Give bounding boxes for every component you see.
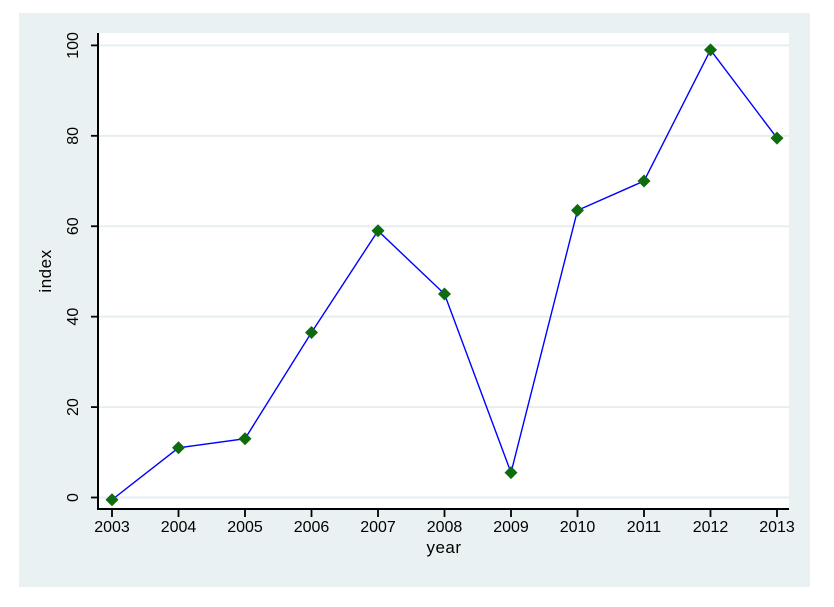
x-tick-label: 2011 xyxy=(627,519,662,536)
x-tick-label: 2006 xyxy=(294,519,330,536)
data-point-marker xyxy=(704,43,717,57)
data-point-marker xyxy=(172,441,185,455)
data-point-marker xyxy=(571,203,584,217)
x-tick-label: 2009 xyxy=(493,519,529,536)
data-point-marker xyxy=(438,287,451,301)
plot-area xyxy=(98,33,789,509)
data-point-marker xyxy=(371,224,385,238)
y-tick-label: 60 xyxy=(65,217,82,235)
y-tick-label: 0 xyxy=(65,493,82,502)
x-tick-label: 2008 xyxy=(427,519,463,536)
x-axis-title: year xyxy=(426,538,462,557)
x-tick-label: 2013 xyxy=(759,519,795,536)
y-tick-label: 80 xyxy=(65,127,82,145)
y-tick-label: 100 xyxy=(65,32,82,59)
y-axis-title: index xyxy=(36,249,55,293)
data-point-marker xyxy=(305,325,318,339)
data-line xyxy=(111,48,778,501)
x-tick-label: 2007 xyxy=(360,519,396,536)
x-tick-label: 2012 xyxy=(693,519,729,536)
data-point-marker xyxy=(770,131,784,145)
data-point-marker xyxy=(105,493,119,507)
y-tick-label: 40 xyxy=(65,308,82,326)
data-point-marker xyxy=(238,432,252,446)
data-point-marker xyxy=(504,466,518,480)
data-point-marker xyxy=(637,174,651,188)
y-tick-label: 20 xyxy=(65,398,82,416)
x-tick-label: 2005 xyxy=(227,519,263,536)
x-tick-label: 2010 xyxy=(560,519,596,536)
x-tick-label: 2003 xyxy=(94,519,130,536)
x-tick-label: 2004 xyxy=(161,519,197,536)
